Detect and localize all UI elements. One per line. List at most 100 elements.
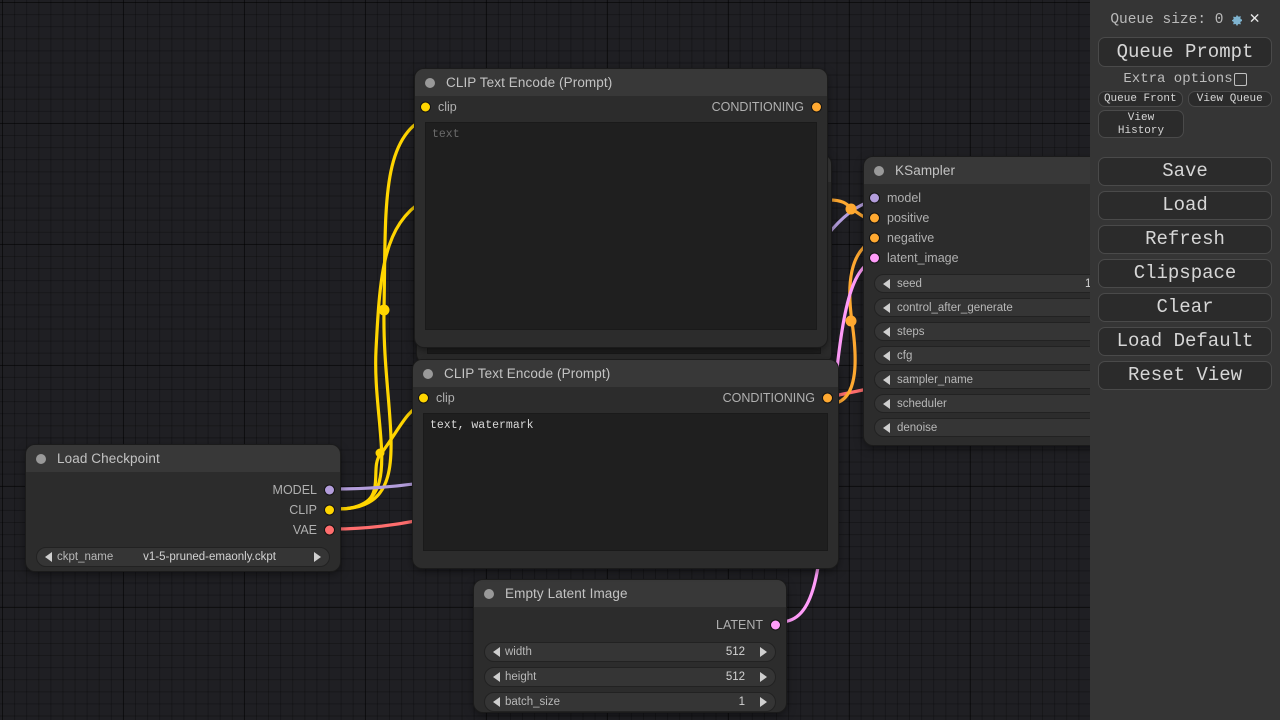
reset-view-button[interactable]: Reset View [1098,361,1272,390]
widget-value[interactable]: 1566802087 [1085,278,1090,290]
clip-input-dot-icon[interactable] [421,102,430,112]
extra-options-checkbox[interactable] [1233,72,1247,86]
view-history-button[interactable]: View History [1098,110,1184,138]
output-slot-model[interactable]: MODEL [26,480,340,500]
node-body: model positive negative latent_image see… [864,184,1090,437]
node-load-checkpoint[interactable]: Load Checkpoint MODEL CLIP VAE ckpt_nam [26,445,340,571]
node-clip-text-encode-negative[interactable]: CLIP Text Encode (Prompt) clip CONDITION… [413,360,838,568]
latent-output-dot-icon[interactable] [771,620,780,630]
widget-value[interactable]: 512 [725,671,745,683]
collapse-dot-icon[interactable] [484,588,494,599]
node-title-bar[interactable]: CLIP Text Encode (Prompt) [413,360,838,387]
node-body: MODEL CLIP VAE ckpt_name v1-5-pruned-ema… [26,472,340,567]
node-body: clip CONDITIONING text, watermark [413,387,838,551]
collapse-dot-icon[interactable] [36,453,46,464]
refresh-button[interactable]: Refresh [1098,225,1272,254]
input-slot-model[interactable]: model [864,188,1090,208]
node-body: LATENT width 512 height 512 ba [474,607,786,712]
node-title-text: Empty Latent Image [505,586,628,601]
output-slot-clip[interactable]: CLIP [26,500,340,520]
decrement-arrow-icon[interactable] [493,697,500,707]
vae-output-dot-icon[interactable] [325,525,334,535]
model-output-dot-icon[interactable] [325,485,334,495]
widget-label: batch_size [505,696,560,708]
output-slot-label: VAE [292,523,317,537]
node-ksampler[interactable]: KSampler model positive negative latent [864,157,1090,445]
output-slot-vae[interactable]: VAE [26,520,340,540]
input-slot-label: positive [887,211,930,225]
widget-seed[interactable]: seed 1566802087 [874,274,1090,293]
conditioning-output-dot-icon[interactable] [823,393,832,403]
decrement-arrow-icon[interactable] [45,552,52,562]
view-queue-button[interactable]: View Queue [1187,91,1272,107]
load-default-button[interactable]: Load Default [1098,327,1272,356]
widget-steps[interactable]: steps [874,322,1090,341]
prompt-textarea[interactable]: text, watermark [423,413,828,551]
collapse-dot-icon[interactable] [425,77,435,88]
collapse-dot-icon[interactable] [423,368,433,379]
model-input-dot-icon[interactable] [870,193,879,203]
node-clip-text-encode-positive[interactable]: CLIP Text Encode (Prompt) clip CONDITION… [415,69,827,347]
save-button[interactable]: Save [1098,157,1272,186]
clear-button[interactable]: Clear [1098,293,1272,322]
input-slot-latent-image[interactable]: latent_image [864,248,1090,268]
queue-prompt-button[interactable]: Queue Prompt [1098,37,1272,67]
negative-input-dot-icon[interactable] [870,233,879,243]
widget-control-after-generate[interactable]: control_after_generate ran [874,298,1090,317]
decrement-arrow-icon[interactable] [883,374,890,385]
output-slot-label: CONDITIONING [722,391,815,405]
widget-scheduler[interactable]: scheduler [874,394,1090,413]
clipspace-button[interactable]: Clipspace [1098,259,1272,288]
input-slot-negative[interactable]: negative [864,228,1090,248]
widget-value[interactable]: 512 [725,646,745,658]
widget-label: scheduler [897,397,947,410]
widget-sampler-name[interactable]: sampler_name [874,370,1090,389]
node-title-bar[interactable]: CLIP Text Encode (Prompt) [415,69,827,96]
decrement-arrow-icon[interactable] [883,278,890,289]
widget-cfg[interactable]: cfg [874,346,1090,365]
decrement-arrow-icon[interactable] [883,326,890,337]
node-title-bar[interactable]: Load Checkpoint [26,445,340,472]
input-slot-clip[interactable]: clip CONDITIONING [413,387,838,409]
input-slot-positive[interactable]: positive [864,208,1090,228]
widget-batch-size[interactable]: batch_size 1 [484,692,776,712]
queue-front-button[interactable]: Queue Front [1098,91,1183,107]
node-empty-latent-image[interactable]: Empty Latent Image LATENT width 512 heig… [474,580,786,712]
widget-height[interactable]: height 512 [484,667,776,687]
widget-label: control_after_generate [897,301,1013,314]
output-slot-latent[interactable]: LATENT [474,615,786,635]
clip-input-dot-icon[interactable] [419,393,428,403]
decrement-arrow-icon[interactable] [883,302,890,313]
conditioning-output-dot-icon[interactable] [812,102,821,112]
node-graph-canvas[interactable]: CLIP Text Encode (Prompt) clip be bo CLI… [0,0,1090,720]
positive-input-dot-icon[interactable] [870,213,879,223]
widget-label: cfg [897,349,913,362]
decrement-arrow-icon[interactable] [493,647,500,657]
increment-arrow-icon[interactable] [314,552,321,562]
gear-icon[interactable] [1228,12,1244,28]
increment-arrow-icon[interactable] [760,697,767,707]
close-icon[interactable]: ✕ [1249,10,1260,29]
increment-arrow-icon[interactable] [760,647,767,657]
decrement-arrow-icon[interactable] [883,350,890,361]
clip-output-dot-icon[interactable] [325,505,334,515]
widget-denoise[interactable]: denoise [874,418,1090,437]
widget-value[interactable]: 1 [738,696,745,708]
node-title-bar[interactable]: Empty Latent Image [474,580,786,607]
decrement-arrow-icon[interactable] [883,398,890,409]
increment-arrow-icon[interactable] [760,672,767,682]
widget-ckpt-name[interactable]: ckpt_name v1-5-pruned-emaonly.ckpt [36,547,330,567]
node-title-text: Load Checkpoint [57,451,160,466]
widget-value[interactable]: v1-5-pruned-emaonly.ckpt [143,551,276,563]
input-slot-label: model [887,191,922,205]
input-slot-clip[interactable]: clip CONDITIONING [415,96,827,118]
decrement-arrow-icon[interactable] [883,422,890,433]
extra-options-label: Extra options [1123,71,1233,87]
decrement-arrow-icon[interactable] [493,672,500,682]
widget-width[interactable]: width 512 [484,642,776,662]
load-button[interactable]: Load [1098,191,1272,220]
prompt-textarea[interactable]: text [425,122,817,330]
latent-input-dot-icon[interactable] [870,253,879,263]
collapse-dot-icon[interactable] [874,165,884,176]
node-title-bar[interactable]: KSampler [864,157,1090,184]
